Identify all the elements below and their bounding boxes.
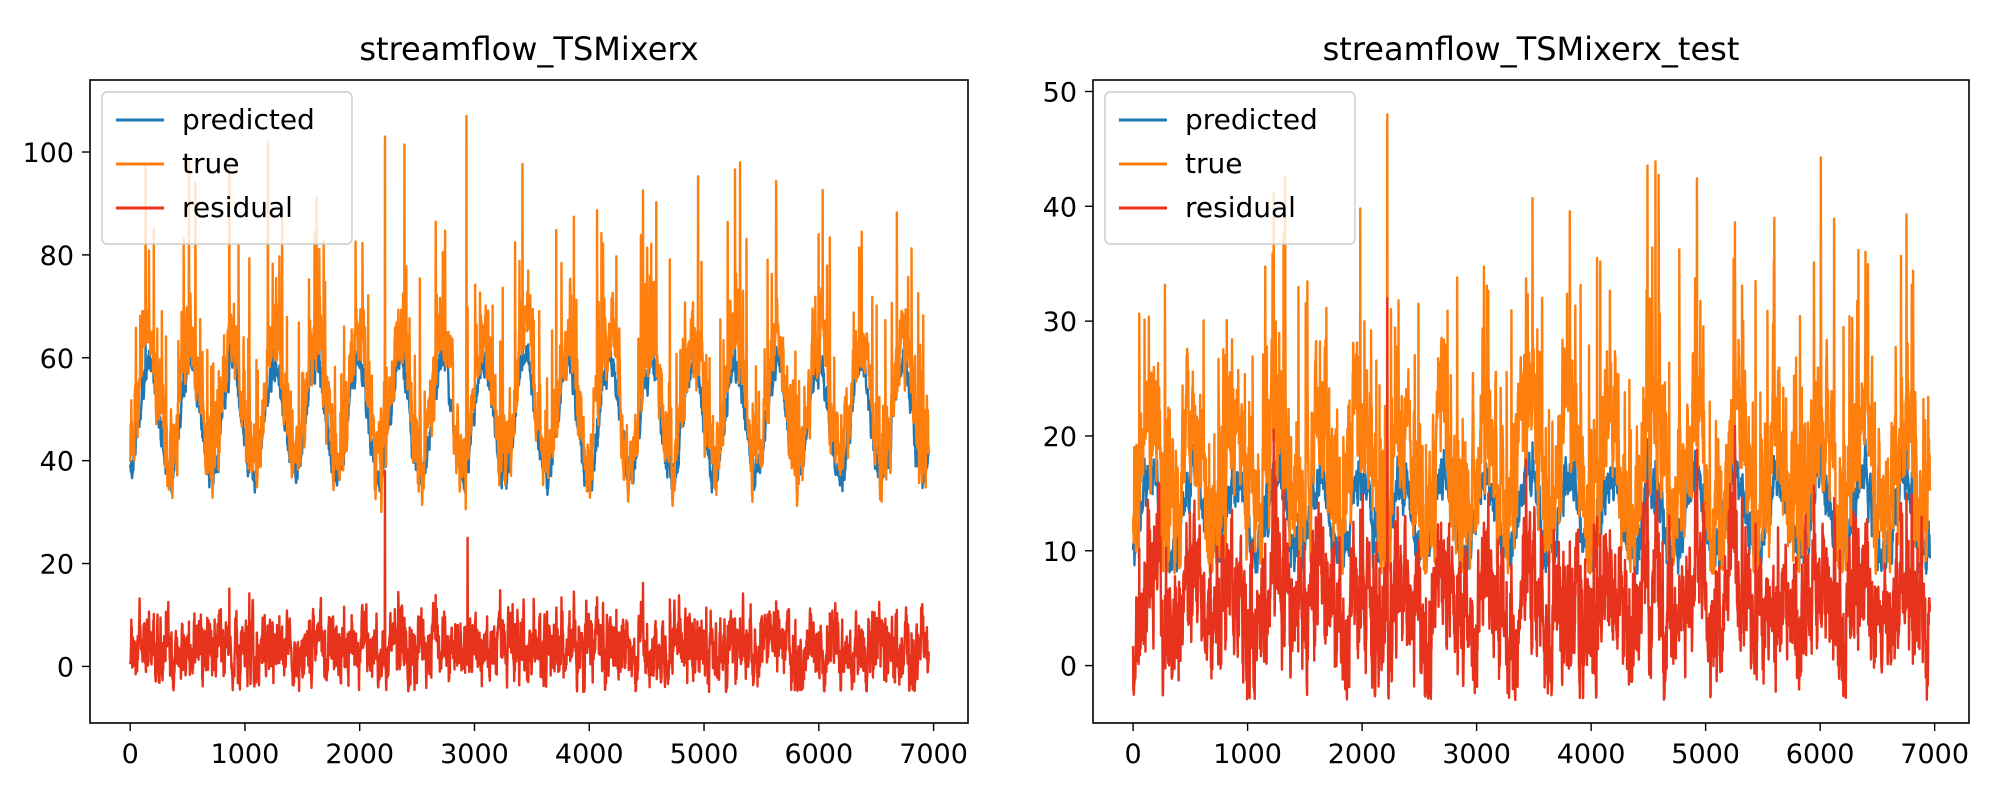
- x-tick-label: 4000: [555, 739, 624, 770]
- y-tick-label: 80: [40, 241, 74, 272]
- x-tick-label: 3000: [440, 739, 509, 770]
- y-tick-label: 10: [1043, 537, 1077, 568]
- legend-label-residual: residual: [1185, 191, 1296, 224]
- y-tick-label: 100: [22, 138, 74, 169]
- x-tick-label: 6000: [784, 739, 853, 770]
- plot-area: [1131, 113, 1932, 702]
- axes-frame: [89, 79, 969, 724]
- y-tick-label: 20: [1043, 422, 1077, 453]
- legend-box: [101, 91, 353, 245]
- x-tick-label: 2000: [1328, 739, 1397, 770]
- y-tick-label: 40: [1043, 192, 1077, 223]
- series-line-residual: [128, 469, 930, 694]
- x-tick-label: 5000: [1671, 739, 1740, 770]
- x-tick-label: 7000: [1900, 739, 1969, 770]
- legend-label-true: true: [1185, 147, 1242, 180]
- y-tick-label: 50: [1043, 77, 1077, 108]
- x-tick-label: 1000: [211, 739, 280, 770]
- chart-title: streamflow_TSMixerx_test: [1323, 30, 1740, 68]
- legend: predicted true residual: [101, 91, 353, 245]
- x-tick-label: 1000: [1213, 739, 1282, 770]
- x-tick-label: 4000: [1557, 739, 1626, 770]
- series-line-true: [128, 114, 930, 514]
- chart-title: streamflow_TSMixerx: [359, 30, 698, 68]
- plot-area: [128, 114, 930, 694]
- series-line-true: [1131, 113, 1932, 575]
- y-tick-label: 20: [40, 550, 74, 581]
- legend-label-predicted: predicted: [182, 103, 315, 136]
- y-tick-label: 0: [57, 652, 74, 683]
- x-tick-label: 0: [122, 739, 139, 770]
- y-tick-label: 30: [1043, 307, 1077, 338]
- x-tick-label: 7000: [899, 739, 968, 770]
- x-tick-label: 0: [1124, 739, 1141, 770]
- legend-label-residual: residual: [182, 191, 293, 224]
- legend-label-true: true: [182, 147, 239, 180]
- legend-box: [1104, 91, 1356, 245]
- legend-label-predicted: predicted: [1185, 103, 1318, 136]
- legend: predicted true residual: [1104, 91, 1356, 245]
- y-tick-label: 60: [40, 344, 74, 375]
- x-tick-label: 6000: [1786, 739, 1855, 770]
- y-tick-label: 0: [1060, 652, 1077, 683]
- series-line-residual: [1131, 296, 1932, 702]
- series-line-predicted: [1131, 437, 1932, 575]
- y-tick-label: 40: [40, 447, 74, 478]
- x-tick-label: 3000: [1442, 739, 1511, 770]
- x-tick-label: 2000: [325, 739, 394, 770]
- axes-frame: [1092, 79, 1970, 724]
- x-tick-label: 5000: [670, 739, 739, 770]
